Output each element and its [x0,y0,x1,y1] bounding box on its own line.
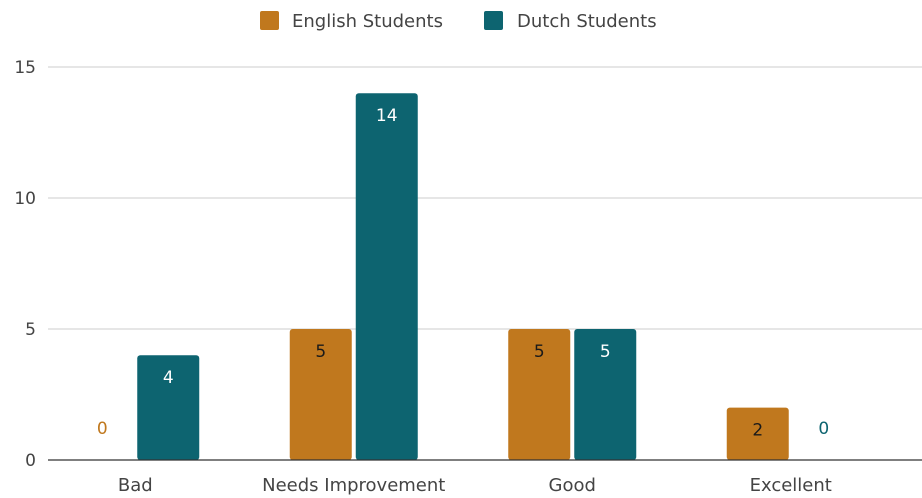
legend: English Students Dutch Students [260,11,657,32]
data-label-dutch-students-good: 5 [600,342,611,362]
data-label-english-students-bad: 0 [97,419,108,439]
legend-swatch-english-students [260,11,279,30]
bar-english-students-excellent [726,407,789,460]
data-labels: 0 4 5 14 5 5 2 0 [97,106,829,440]
data-label-english-students-excellent: 2 [752,421,763,441]
bar-dutch-students-needs-improvement [355,93,418,460]
bar-english-students-good [508,329,571,460]
data-label-dutch-students-bad: 4 [163,368,174,388]
x-category-label-excellent: Excellent [750,475,832,496]
data-label-dutch-students-excellent: 0 [818,419,829,439]
x-category-label-needs-improvement: Needs Improvement [262,475,445,496]
legend-swatch-dutch-students [484,11,503,30]
y-tick-label-0: 0 [25,451,36,471]
bar-dutch-students-bad [137,355,200,460]
y-tick-label-15: 15 [14,58,36,78]
data-label-dutch-students-needs-improvement: 14 [376,106,398,126]
gridlines [48,66,922,330]
y-tick-label-5: 5 [25,320,36,340]
bars [137,93,789,460]
y-tick-label-10: 10 [14,189,36,209]
data-label-english-students-good: 5 [534,342,545,362]
x-category-label-good: Good [549,475,596,496]
legend-label-english-students: English Students [292,11,443,32]
bar-dutch-students-good [574,329,637,460]
x-axis-categories: Bad Needs Improvement Good Excellent [118,475,832,496]
legend-label-dutch-students: Dutch Students [517,11,657,32]
x-category-label-bad: Bad [118,475,153,496]
bar-english-students-needs-improvement [289,329,352,460]
data-label-english-students-needs-improvement: 5 [315,342,326,362]
y-axis-ticks: 0 5 10 15 [14,58,36,471]
